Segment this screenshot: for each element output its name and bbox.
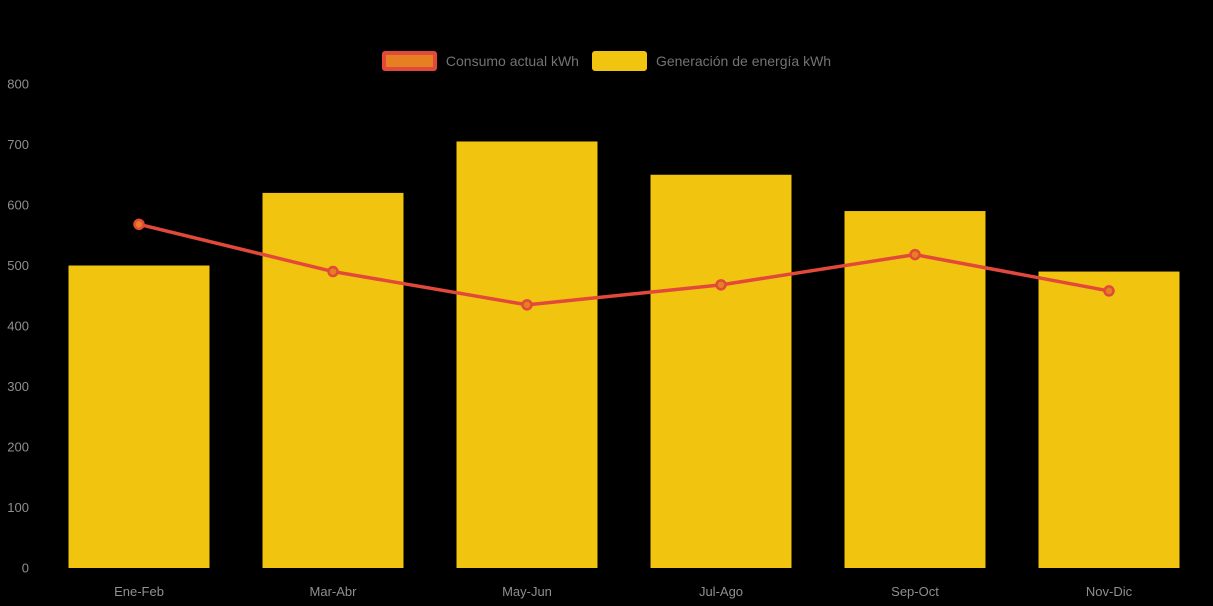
y-axis-tick-label: 700 [7,137,29,152]
x-axis-category-label: Nov-Dic [1086,584,1133,599]
x-axis-category-label: Sep-Oct [891,584,939,599]
x-axis-category-label: Jul-Ago [699,584,743,599]
y-axis-tick-label: 500 [7,258,29,273]
chart-legend: Consumo actual kWh Generación de energía… [0,51,1213,71]
bar-Jul-Ago[interactable] [650,174,792,568]
line-point-Ene-Feb[interactable] [133,218,145,231]
bar-May-Jun[interactable] [456,141,598,568]
x-axis-category-label: May-Jun [502,584,552,599]
y-axis-tick-label: 200 [7,440,29,455]
legend-item-consumo-actual[interactable]: Consumo actual kWh [381,51,579,71]
y-axis-tick-label: 400 [7,319,29,334]
line-point-Nov-Dic[interactable] [1103,285,1115,297]
legend-swatch-bar-series [591,51,647,71]
legend-swatch-line-series [381,51,437,71]
legend-label-consumo-actual: Consumo actual kWh [445,53,579,69]
line-point-May-Jun[interactable] [521,299,533,311]
legend-item-generacion-energia[interactable]: Generación de energía kWh [591,51,832,71]
y-axis-tick-label: 300 [7,379,29,394]
line-point-Mar-Abr[interactable] [327,265,339,278]
y-axis-tick-label: 800 [7,77,29,92]
y-axis-tick-label: 0 [22,561,29,576]
consumo-line [137,222,1111,307]
bar-Nov-Dic[interactable] [1038,271,1180,568]
line-point-Sep-Oct[interactable] [909,248,921,261]
bar-Ene-Feb[interactable] [68,265,210,569]
y-axis-tick-label: 100 [7,500,29,515]
bar-Mar-Abr[interactable] [262,192,404,568]
x-axis-category-label: Ene-Feb [114,584,164,599]
y-axis-tick-label: 600 [7,198,29,213]
legend-label-generacion-energia: Generación de energía kWh [655,53,832,69]
bar-Sep-Oct[interactable] [844,211,986,569]
line-point-Jul-Ago[interactable] [715,279,727,291]
x-axis-category-label: Mar-Abr [310,584,358,599]
